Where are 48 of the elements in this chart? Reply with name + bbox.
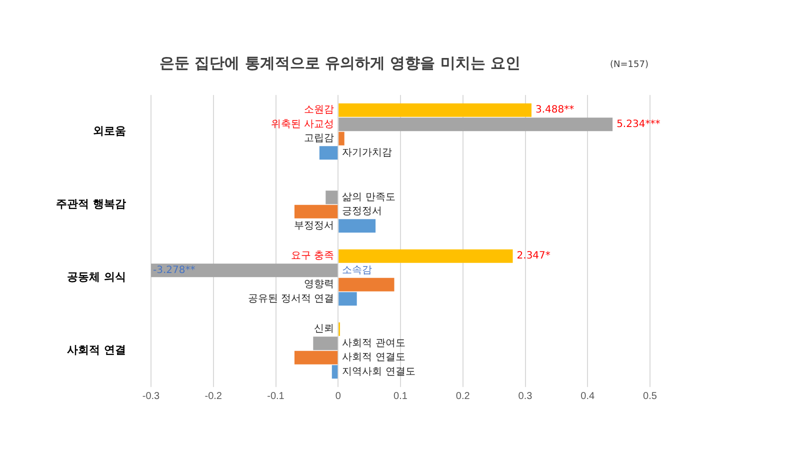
annotation: 2.347* bbox=[516, 250, 550, 262]
bar bbox=[338, 249, 513, 263]
bar bbox=[332, 365, 338, 379]
data-label: 부정정서 bbox=[294, 220, 334, 232]
bar bbox=[338, 103, 532, 117]
data-label: 소속감 bbox=[342, 264, 372, 276]
bar bbox=[319, 146, 338, 160]
data-label: 긍정정서 bbox=[342, 206, 382, 218]
bar bbox=[338, 118, 613, 132]
data-label: 신뢰 bbox=[314, 324, 334, 335]
x-tick-label: -0.2 bbox=[204, 390, 222, 402]
y-tick-label: 외로움 bbox=[93, 124, 126, 138]
data-label: 지역사회 연결도 bbox=[342, 366, 416, 378]
x-tick-label: 0.3 bbox=[518, 390, 533, 402]
x-tick-label: 0.1 bbox=[394, 390, 408, 402]
annotation: 3.488** bbox=[535, 104, 574, 116]
data-label: 삶의 만족도 bbox=[342, 192, 396, 203]
x-tick-label: 0.2 bbox=[456, 390, 470, 402]
bar bbox=[338, 292, 357, 306]
x-tick-label: 0.4 bbox=[580, 390, 596, 402]
x-tick-label: 0.5 bbox=[643, 390, 658, 402]
data-label: 고립감 bbox=[304, 133, 334, 144]
bar bbox=[294, 204, 338, 218]
x-tick-label: -0.3 bbox=[142, 390, 160, 402]
data-label: 요구 충족 bbox=[290, 250, 334, 262]
data-label: 공유된 정서적 연결 bbox=[248, 293, 334, 304]
y-tick-label: 주관적 행복감 bbox=[56, 197, 126, 210]
y-tick-label: 공동체 의식 bbox=[67, 270, 126, 284]
data-label: 위축된 사교성 bbox=[270, 118, 334, 130]
x-tick-label: -0.1 bbox=[267, 390, 285, 402]
bar bbox=[338, 219, 376, 233]
bar bbox=[294, 350, 338, 364]
data-label: 자기가치감 bbox=[342, 147, 392, 158]
bar bbox=[326, 190, 338, 204]
data-label: 소원감 bbox=[304, 104, 334, 116]
annotation: 5.234*** bbox=[616, 118, 660, 130]
annotation: -3.278** bbox=[153, 264, 196, 276]
chart-title: 은둔 집단에 통계적으로 유의하게 영향을 미치는 요인 bbox=[159, 54, 521, 72]
bar bbox=[338, 278, 394, 292]
x-tick-label: 0 bbox=[335, 390, 342, 402]
bar bbox=[151, 264, 338, 278]
y-tick-label: 사회적 연결 bbox=[67, 343, 126, 356]
data-label: 사회적 연결도 bbox=[342, 352, 406, 364]
data-label: 사회적 관여도 bbox=[342, 338, 406, 349]
bar bbox=[338, 132, 344, 146]
bar bbox=[313, 336, 338, 350]
data-label: 영향력 bbox=[304, 279, 334, 290]
text: (N=157) bbox=[610, 60, 648, 70]
